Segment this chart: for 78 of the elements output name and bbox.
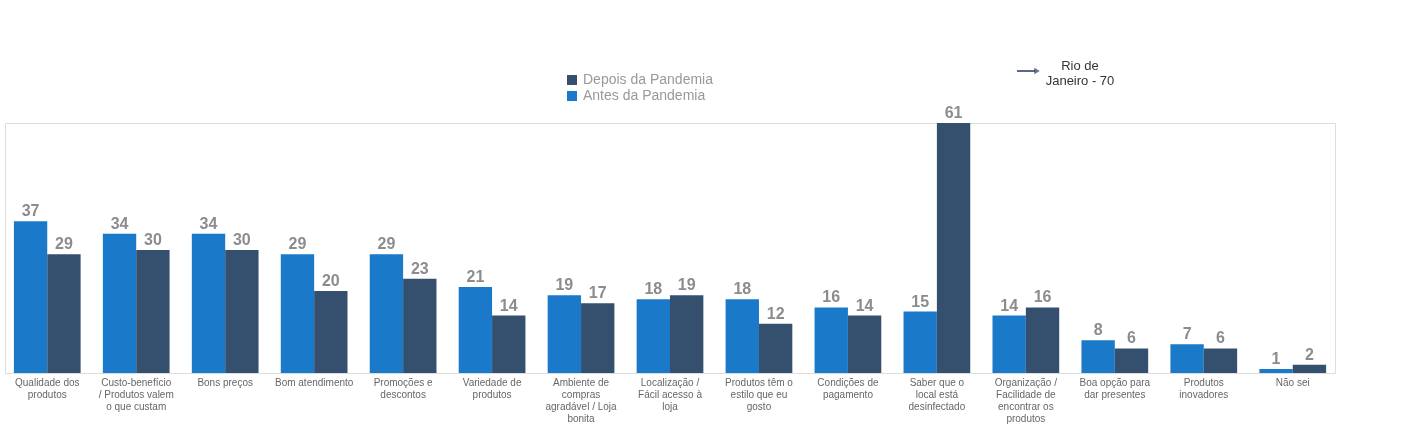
- x-tick-label: Condições de pagamento: [817, 376, 879, 400]
- bar: [992, 315, 1026, 373]
- legend-label: Antes da Pandemia: [583, 87, 706, 103]
- data-label: 6: [1216, 329, 1226, 347]
- bar: [47, 254, 81, 373]
- bar: [1025, 307, 1060, 373]
- x-tick-label: Bons preços: [197, 376, 253, 388]
- bar: [758, 323, 793, 373]
- data-label: 30: [232, 231, 251, 249]
- x-tick-label: Variedade de produtos: [462, 376, 522, 400]
- data-label: 19: [677, 276, 696, 294]
- x-tick-label: Saber que o local está desinfectado: [908, 376, 966, 412]
- bar: [636, 299, 670, 373]
- x-tick-label: Produtos inovadores: [1179, 376, 1229, 400]
- data-label: 29: [55, 235, 73, 253]
- bar: [1081, 340, 1115, 373]
- x-tick-label: Não sei: [1275, 376, 1310, 388]
- bar: [581, 303, 615, 373]
- data-label: 7: [1182, 325, 1192, 343]
- bar: [1292, 364, 1327, 373]
- bar: [547, 295, 582, 373]
- data-label: 12: [766, 304, 785, 322]
- x-tick-label: Promoções e descontos: [373, 376, 433, 400]
- text: Rio de Janeiro - 70: [1045, 58, 1115, 88]
- bar: [814, 307, 848, 373]
- bar: [225, 250, 259, 373]
- bar: [725, 299, 759, 373]
- data-label: 61: [944, 104, 963, 121]
- data-label: 14: [1000, 296, 1019, 314]
- bar: [458, 286, 493, 373]
- data-label: 14: [855, 296, 874, 314]
- data-label: 16: [822, 288, 841, 306]
- data-label: 6: [1127, 329, 1137, 347]
- data-label: 19: [555, 276, 574, 294]
- bar: [403, 278, 437, 373]
- x-tick-label: Ambiente de compras agradável / Loja bonita: [545, 376, 618, 424]
- bar: [936, 123, 971, 373]
- data-label: 17: [588, 284, 607, 302]
- bar: [280, 254, 315, 373]
- bar: [1170, 344, 1204, 373]
- data-label: 29: [377, 235, 396, 253]
- data-label: 16: [1033, 288, 1052, 306]
- bar: [670, 295, 704, 373]
- data-label: 8: [1093, 321, 1103, 339]
- bar: [1259, 368, 1293, 373]
- data-label: 20: [321, 272, 340, 290]
- bar: [136, 250, 170, 373]
- data-label: 23: [410, 259, 429, 277]
- bar: [492, 315, 526, 373]
- bar: [314, 291, 348, 373]
- data-label: 34: [199, 214, 218, 232]
- data-label: 30: [144, 231, 162, 249]
- x-tick-label: Custo-benefício / Produtos valem o que custam: [98, 376, 174, 412]
- bar: [1114, 348, 1149, 373]
- data-label: 29: [288, 235, 307, 253]
- data-label: 2: [1304, 345, 1314, 363]
- data-label: 18: [644, 280, 663, 298]
- bar: [903, 311, 937, 373]
- x-tick-label: Boa opção para dar presentes: [1079, 376, 1151, 400]
- x-tick-label: Qualidade dos produtos: [15, 376, 80, 400]
- x-tick-label: Localização / Fácil acesso à loja: [638, 376, 703, 412]
- bar: [847, 315, 882, 373]
- bar: [13, 221, 48, 373]
- bar: [102, 233, 137, 373]
- data-label: 37: [21, 202, 40, 220]
- bar: [191, 233, 226, 373]
- data-label: 15: [911, 292, 930, 310]
- data-label: 14: [499, 296, 518, 314]
- data-label: 1: [1271, 349, 1281, 367]
- bar: [1203, 348, 1238, 373]
- x-tick-label: Organização / Facilidade de encontrar os produtos: [994, 376, 1058, 424]
- data-label: 34: [110, 214, 129, 232]
- bar: [369, 254, 404, 373]
- data-label: 21: [466, 267, 485, 285]
- x-tick-label: Bom atendimento: [274, 376, 354, 388]
- x-tick-label: Produtos têm o estilo que eu gosto: [725, 376, 794, 412]
- legend-label: Depois da Pandemia: [583, 71, 714, 87]
- data-label: 18: [733, 280, 752, 298]
